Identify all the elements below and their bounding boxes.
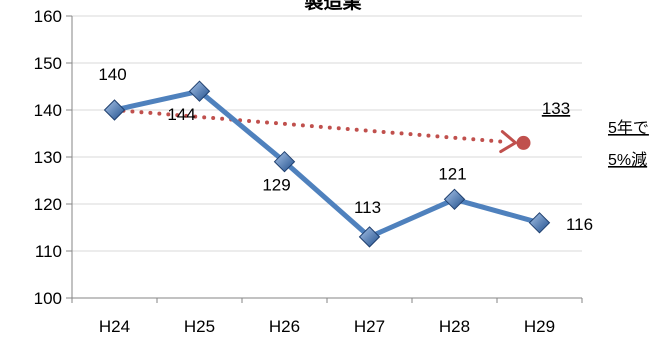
trend-line: [112, 108, 511, 145]
data-label: 140: [98, 65, 126, 84]
y-tick-label: 140: [34, 101, 62, 120]
data-label: 144: [167, 105, 195, 124]
y-tick-label: 110: [35, 242, 62, 261]
reduction-note-line1: 5年で: [608, 119, 649, 137]
x-tick-label: H26: [269, 317, 300, 336]
data-point: [528, 212, 551, 234]
trend-arrow: [112, 108, 531, 154]
series-line: [113, 88, 541, 240]
y-tick-labels: 100 110 120 130 140 150 160: [34, 7, 62, 308]
x-tick-label: H28: [439, 317, 470, 336]
reduction-note-line2: 5%減: [608, 151, 647, 169]
data-label: 113: [354, 198, 381, 217]
y-tick-label: 100: [34, 289, 62, 308]
x-tick-label: H24: [99, 317, 130, 336]
trend-arrowhead: [499, 130, 518, 154]
data-point: [443, 188, 466, 211]
axes: [71, 16, 582, 299]
x-tick-label: H27: [354, 317, 385, 336]
y-tick-label: 160: [34, 7, 62, 26]
data-label: 121: [438, 164, 466, 183]
data-point: [103, 99, 126, 121]
gridlines: [66, 15, 583, 303]
series: [103, 80, 551, 248]
trend-end-label: 133: [542, 99, 570, 118]
x-tick-label: H29: [524, 317, 555, 336]
y-tick-label: 130: [34, 148, 62, 167]
data-point: [358, 226, 381, 248]
chart-title: 製造業: [303, 0, 362, 13]
y-tick-label: 150: [34, 54, 62, 73]
y-tick-label: 120: [34, 195, 62, 214]
data-label: 116: [566, 215, 593, 234]
data-point: [273, 150, 296, 173]
trend-end-point: [516, 135, 531, 150]
data-labels: 140 144 129 113 121 116: [98, 65, 593, 234]
x-tick-labels: H24 H25 H26 H27 H28 H29: [99, 317, 555, 336]
x-tick-label: H25: [184, 317, 215, 336]
data-label: 129: [262, 176, 290, 195]
data-point: [188, 80, 211, 102]
